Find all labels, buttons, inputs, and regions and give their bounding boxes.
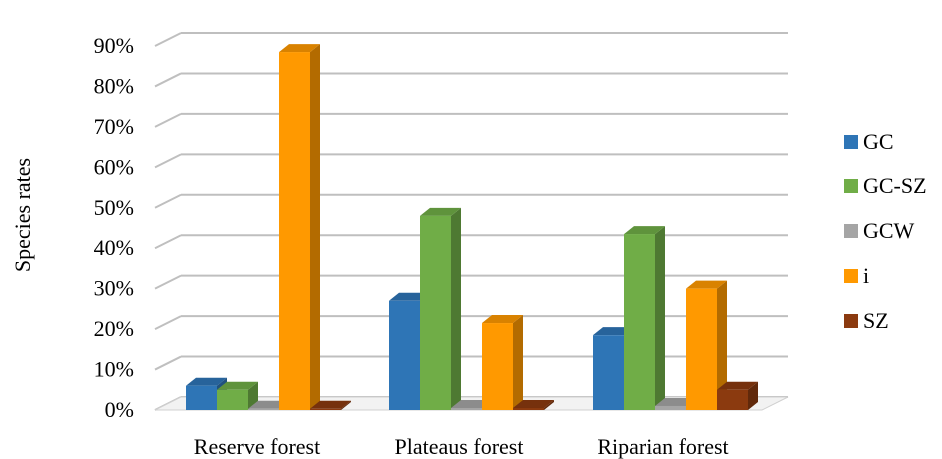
- bar-front: [279, 52, 310, 411]
- y-tick-label: 0%: [105, 397, 134, 422]
- bar-i-plateaus-forest: [482, 315, 523, 410]
- bar-top: [420, 207, 461, 216]
- legend-swatch: [844, 224, 858, 238]
- gridline-diagonal: [154, 315, 182, 331]
- bar-front: [186, 385, 217, 410]
- gridline-diagonal: [154, 234, 182, 250]
- legend-swatch: [844, 314, 858, 328]
- bars: [186, 44, 758, 411]
- legend-label: i: [863, 263, 869, 288]
- x-category-label: Plateaus forest: [395, 434, 524, 459]
- bar-front: [389, 300, 420, 410]
- legend-swatch: [844, 269, 858, 283]
- bar-front: [513, 407, 544, 410]
- legend: GC GC-SZ GCW i SZ: [844, 129, 927, 333]
- bar-top: [624, 226, 665, 235]
- bar-front: [593, 335, 624, 410]
- bar-GC-SZ-plateaus-forest: [420, 207, 461, 410]
- bar-i-reserve-forest: [279, 44, 320, 411]
- legend-item-i: i: [844, 263, 869, 288]
- bar-front: [624, 234, 655, 410]
- y-axis-ticks: 0% 10% 20% 30% 40% 50% 60% 70% 80% 90%: [94, 33, 134, 422]
- y-tick-label: 50%: [94, 195, 134, 220]
- legend-label: SZ: [863, 308, 889, 333]
- legend-item-gcw: GCW: [844, 218, 915, 243]
- bar-front: [248, 408, 279, 410]
- bar-GC-SZ-riparian-forest: [624, 226, 665, 410]
- gridline-diagonal: [154, 355, 182, 371]
- bar-top: [310, 400, 351, 409]
- y-tick-label: 60%: [94, 154, 134, 179]
- y-tick-label: 40%: [94, 235, 134, 260]
- bar-front: [217, 389, 248, 410]
- bar-SZ-reserve-forest: [310, 400, 351, 410]
- bar-side: [513, 315, 523, 410]
- y-tick-label: 70%: [94, 114, 134, 139]
- bar-top: [217, 381, 258, 390]
- bar-SZ-plateaus-forest: [513, 399, 554, 410]
- x-category-label: Reserve forest: [194, 434, 320, 459]
- bar-top: [655, 397, 696, 406]
- bar-front: [655, 405, 686, 410]
- bar-front: [420, 215, 451, 410]
- y-axis-label: Species rates: [10, 158, 35, 272]
- bar-side: [310, 44, 320, 411]
- legend-item-gc: GC: [844, 129, 894, 154]
- bar-top: [248, 400, 289, 409]
- legend-label: GC: [863, 129, 894, 154]
- bar-top: [482, 315, 523, 324]
- gridline-diagonal: [154, 72, 182, 88]
- bar-front: [482, 323, 513, 410]
- bar-front: [310, 408, 341, 410]
- bar-top: [593, 327, 634, 336]
- x-category-label: Riparian forest: [597, 434, 728, 459]
- bar-top: [451, 399, 492, 408]
- legend-swatch: [844, 135, 858, 149]
- bar-front: [717, 389, 748, 410]
- bar-side: [544, 399, 554, 410]
- bar-SZ-riparian-forest: [717, 381, 758, 410]
- bar-side: [341, 400, 351, 410]
- y-tick-label: 20%: [94, 316, 134, 341]
- gridline-diagonal: [154, 112, 182, 128]
- bar-top: [513, 399, 554, 408]
- legend-label: GC-SZ: [863, 173, 927, 198]
- bar-side: [451, 207, 461, 410]
- y-tick-label: 30%: [94, 276, 134, 301]
- y-tick-label: 10%: [94, 357, 134, 382]
- bar-top: [279, 44, 320, 53]
- bar-front: [686, 288, 717, 410]
- bar-i-riparian-forest: [686, 280, 727, 410]
- gridline-diagonal: [154, 153, 182, 169]
- y-tick-label: 90%: [94, 33, 134, 58]
- bar-top: [389, 292, 430, 301]
- legend-item-sz: SZ: [844, 308, 889, 333]
- bar-top: [686, 280, 727, 289]
- y-tick-label: 80%: [94, 73, 134, 98]
- x-axis-categories: Reserve forest Plateaus forest Riparian fo…: [194, 434, 729, 459]
- gridline-diagonal: [154, 274, 182, 290]
- bar-side: [748, 381, 758, 410]
- bar-top: [186, 377, 227, 386]
- legend-item-gc-sz: GC-SZ: [844, 173, 927, 198]
- bar-side: [717, 280, 727, 410]
- bar-top: [717, 381, 758, 390]
- legend-swatch: [844, 179, 858, 193]
- bar-front: [451, 407, 482, 410]
- gridline-diagonal: [154, 193, 182, 209]
- legend-label: GCW: [863, 218, 915, 243]
- gridline-diagonal: [154, 32, 182, 47]
- bar-side: [655, 226, 665, 410]
